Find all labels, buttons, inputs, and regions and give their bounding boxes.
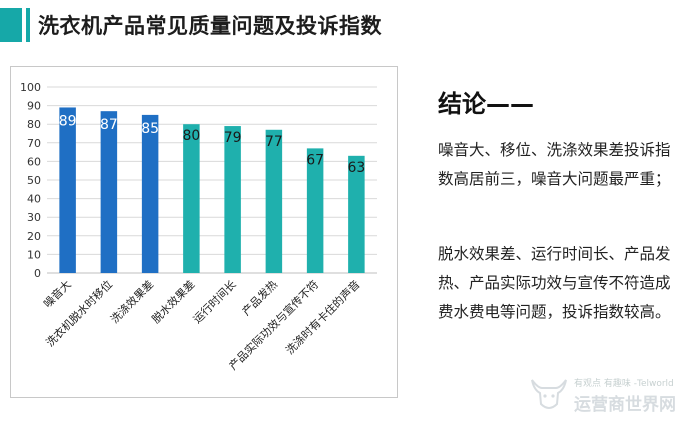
page-title: 洗衣机产品常见质量问题及投诉指数 (38, 14, 382, 38)
y-tick-label: 80 (27, 118, 41, 131)
data-label: 77 (265, 134, 283, 150)
chart-svg: 010203040506070809010089噪音大87洗衣机脱水时移位85洗… (20, 81, 377, 373)
bar-6 (265, 129, 283, 273)
watermark-brand: 运营商世界网 (574, 395, 676, 415)
x-tick-label: 运行时间长 (191, 278, 239, 326)
data-label: 67 (306, 152, 324, 168)
data-label: 87 (100, 117, 118, 133)
bar-1 (59, 107, 76, 274)
y-tick-label: 50 (27, 174, 41, 187)
title-accent-bar (0, 8, 30, 42)
y-tick-label: 0 (34, 267, 41, 280)
bar-5 (224, 126, 241, 273)
data-label: 89 (59, 113, 77, 129)
bull-head-icon (531, 379, 567, 409)
bar-chart: 0 10 20 30 40 50 60 70 80 90 100 89 噪音大 87 洗衣机脱水时移位 85 洗… (10, 66, 398, 398)
bar-7 (306, 148, 324, 273)
data-label: 79 (224, 130, 242, 146)
bar-2 (100, 111, 118, 274)
y-tick-label: 20 (27, 230, 41, 243)
watermark-tagline: 有观点 有趣味 -Telworld (574, 379, 674, 389)
x-tick-label: 洗涤效果差 (107, 277, 156, 326)
y-tick-label: 30 (27, 211, 41, 224)
data-label: 63 (347, 160, 365, 176)
bar-8 (348, 155, 365, 273)
data-label: 85 (141, 121, 159, 137)
y-tick-label: 60 (27, 155, 41, 168)
bar-4 (183, 124, 200, 273)
y-tick-label: 90 (27, 100, 41, 113)
y-tick-label: 10 (27, 248, 41, 261)
y-tick-label: 70 (27, 137, 41, 150)
conclusion-paragraph-2: 脱水效果差、运行时间长、产品发热、产品实际功效与宣传不符造成费水费电等问题，投诉… (438, 245, 671, 321)
data-label: 80 (182, 128, 200, 144)
x-tick-label: 脱水效果差 (149, 277, 198, 326)
x-tick-label: 噪音大 (41, 277, 74, 310)
y-tick-label: 100 (20, 81, 41, 94)
watermark: 有观点 有趣味 -Telworld 运营商世界网 (528, 372, 686, 418)
conclusion-paragraph-1: 噪音大、移位、洗涤效果差投诉指数高居前三，噪音大问题最严重； (438, 141, 671, 188)
x-tick-label: 洗涤时有卡住的声音 (283, 277, 363, 357)
conclusion-title: 结论—— (438, 90, 534, 118)
bar-3 (141, 114, 159, 274)
y-tick-label: 40 (27, 193, 41, 206)
x-tick-label: 产品发热 (239, 277, 280, 318)
